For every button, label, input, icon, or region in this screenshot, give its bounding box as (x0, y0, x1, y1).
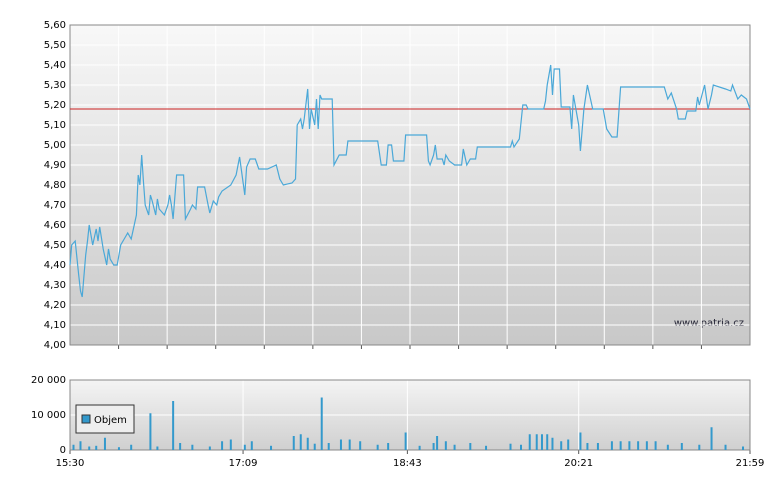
volume-bar (172, 401, 175, 450)
volume-bar (79, 441, 82, 450)
x-tick-label: 15:30 (56, 458, 85, 469)
volume-bar (596, 443, 599, 450)
volume-bar (229, 439, 232, 450)
volume-bar (742, 446, 745, 450)
y-tick-label: 5,40 (44, 60, 66, 71)
x-tick-label: 21:59 (736, 458, 765, 469)
volume-bar (586, 443, 589, 450)
volume-bar (610, 441, 613, 450)
volume-bar (469, 443, 472, 450)
volume-bar (540, 434, 543, 450)
y-tick-label: 5,10 (44, 120, 66, 131)
y-tick-label: 4,10 (44, 320, 66, 331)
volume-bar (520, 444, 523, 450)
x-tick-label: 18:43 (393, 458, 422, 469)
volume-bar (117, 447, 120, 450)
volume-bar (320, 397, 323, 450)
volume-bar (432, 443, 435, 450)
legend-label: Objem (94, 415, 127, 426)
x-tick-label: 17:09 (229, 458, 258, 469)
volume-bar (270, 445, 273, 450)
volume-bar (485, 445, 488, 450)
volume-bar (546, 434, 549, 450)
y-tick-label: 5,60 (44, 20, 66, 31)
volume-bar (208, 446, 211, 450)
volume-bar (292, 436, 295, 450)
y-tick-label: 4,20 (44, 300, 66, 311)
volume-bar (250, 441, 253, 450)
volume-bar (387, 443, 390, 450)
volume-bar (680, 443, 683, 450)
volume-bar (453, 444, 456, 450)
volume-bar (359, 441, 362, 450)
volume-bar (666, 444, 669, 450)
y-tick-label: 4,90 (44, 160, 66, 171)
plot-frame (69, 379, 751, 451)
volume-bar (299, 434, 302, 450)
y-tick-label: 5,50 (44, 40, 66, 51)
volume-bar (306, 437, 309, 450)
volume-bar (191, 444, 194, 450)
volume-bar (156, 446, 159, 450)
volume-bar (404, 432, 407, 450)
plot-frame (69, 24, 751, 346)
volume-bar (149, 413, 152, 450)
volume-bar (418, 445, 421, 450)
y-tick-label: 0 (60, 445, 66, 456)
y-tick-label: 4,80 (44, 180, 66, 191)
y-tick-label: 4,70 (44, 200, 66, 211)
volume-bar (645, 441, 648, 450)
volume-bar (348, 439, 351, 450)
volume-bar (710, 427, 713, 450)
volume-bar (130, 444, 133, 450)
volume-bar (243, 444, 246, 450)
watermark: www.patria.cz (674, 318, 744, 329)
volume-bar (221, 441, 224, 450)
volume-bar (179, 443, 182, 450)
y-tick-label: 4,30 (44, 280, 66, 291)
volume-bar (339, 439, 342, 450)
volume-bar (376, 444, 379, 450)
volume-bar (567, 439, 570, 450)
y-tick-label: 4,40 (44, 260, 66, 271)
volume-bar (628, 441, 631, 450)
volume-bar (444, 441, 447, 450)
volume-bar (551, 437, 554, 450)
volume-bar (436, 436, 439, 450)
volume-bar (619, 441, 622, 450)
volume-bar (698, 444, 701, 450)
y-tick-label: 5,00 (44, 140, 66, 151)
volume-bar (95, 445, 98, 450)
volume-bar (560, 441, 563, 450)
volume-bar (103, 437, 106, 450)
y-tick-label: 10 000 (31, 410, 66, 421)
volume-bar (579, 432, 582, 450)
volume-bar (327, 443, 330, 450)
volume-bar (535, 434, 538, 450)
price-line (69, 64, 751, 298)
y-tick-label: 4,00 (44, 340, 66, 351)
legend-swatch (81, 414, 91, 424)
volume-bar (724, 444, 727, 450)
volume-bar (88, 446, 91, 450)
y-tick-label: 5,20 (44, 100, 66, 111)
volume-bar (72, 444, 75, 450)
x-tick-label: 20:21 (564, 458, 593, 469)
y-tick-label: 4,50 (44, 240, 66, 251)
volume-bar (654, 441, 657, 450)
volume-bar (637, 441, 640, 450)
y-tick-label: 20 000 (31, 375, 66, 386)
volume-bar (509, 443, 512, 450)
y-tick-label: 5,30 (44, 80, 66, 91)
volume-bar (313, 443, 316, 450)
volume-bar (528, 434, 531, 450)
y-tick-label: 4,60 (44, 220, 66, 231)
